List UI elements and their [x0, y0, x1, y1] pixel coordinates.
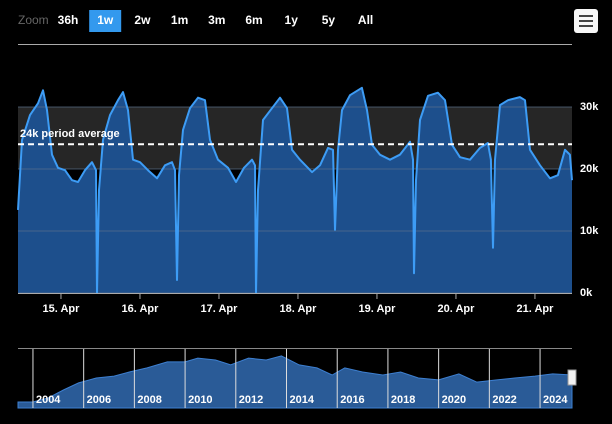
navigator-area [17, 355, 573, 409]
y-tick-label: 0k [580, 287, 593, 299]
menu-icon-bar [579, 15, 593, 17]
range-button[interactable]: 5y [322, 13, 336, 27]
range-button[interactable]: All [358, 13, 373, 27]
range-button[interactable]: 6m [245, 13, 262, 27]
range-button[interactable]: 1w [97, 13, 114, 27]
range-button[interactable]: 2w [134, 13, 151, 27]
line [17, 86, 573, 294]
x-tick-label: 17. Apr [201, 303, 239, 315]
menu-icon-bar [579, 20, 593, 22]
navigator-tick-label: 2024 [543, 394, 568, 406]
y-tick-label: 10k [580, 225, 599, 237]
range-button[interactable]: 3m [208, 13, 225, 27]
zoom-label: Zoom [18, 13, 49, 27]
y-tick-label: 20k [580, 163, 599, 175]
navigator-tick-label: 2012 [239, 394, 263, 406]
y-tick-label: 30k [580, 101, 599, 113]
navigator-tick-label: 2010 [188, 394, 212, 406]
range-button-selected[interactable] [89, 10, 122, 32]
x-tick-label: 15. Apr [43, 303, 81, 315]
navigator-tick-label: 2006 [87, 394, 111, 406]
navigator-tick-label: 2018 [391, 394, 415, 406]
menu-button[interactable] [574, 9, 598, 33]
area [18, 87, 572, 293]
range-button[interactable]: 36h [58, 13, 79, 27]
navigator-tick-label: 2008 [137, 394, 161, 406]
navigator-tick-label: 2014 [290, 394, 315, 406]
menu-icon-bar [579, 25, 593, 27]
navigator-tick-label: 2016 [340, 394, 364, 406]
navigator-tick-label: 2022 [492, 394, 516, 406]
navigator-handle[interactable] [567, 369, 577, 386]
x-tick-label: 19. Apr [359, 303, 397, 315]
navigator-tick-label: 2004 [36, 394, 61, 406]
x-tick-label: 16. Apr [122, 303, 160, 315]
x-tick-label: 20. Apr [438, 303, 476, 315]
range-button[interactable]: 1m [171, 13, 188, 27]
x-tick-label: 21. Apr [517, 303, 555, 315]
range-button[interactable]: 1y [285, 13, 299, 27]
navigator-tick-label: 2020 [442, 394, 466, 406]
average-label: 24k period average [20, 128, 120, 140]
x-tick-label: 18. Apr [280, 303, 318, 315]
